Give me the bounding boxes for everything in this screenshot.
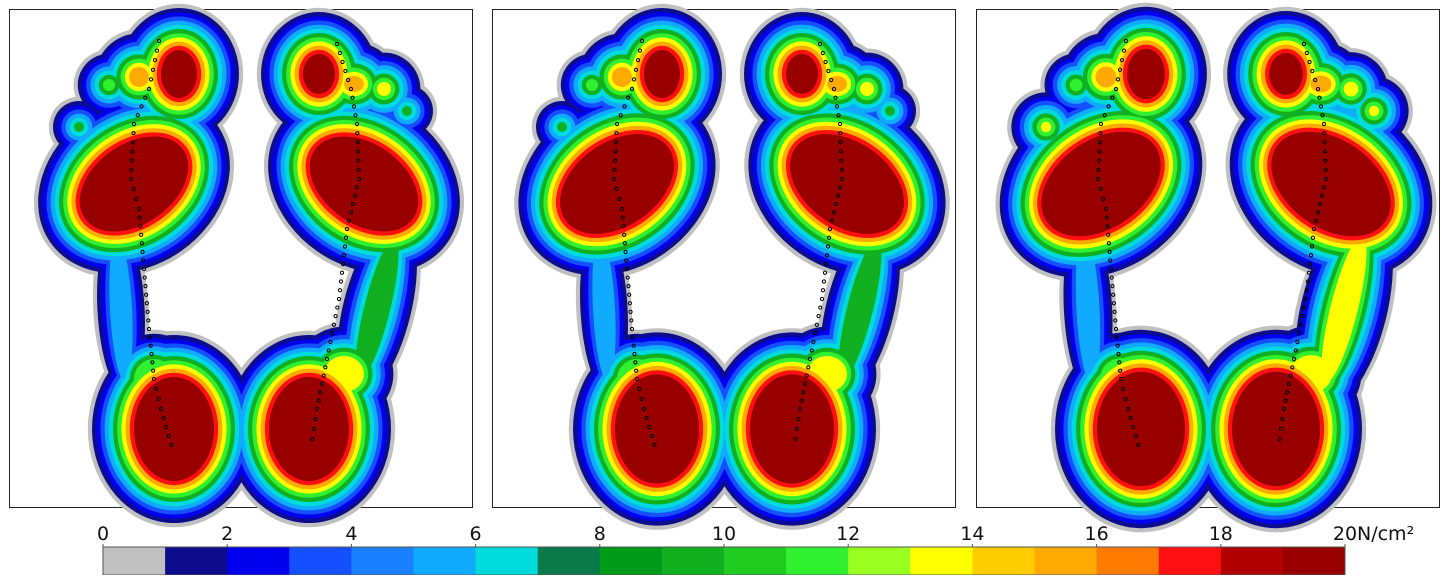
pressure-contour	[1369, 106, 1380, 117]
pressure-contour	[129, 67, 149, 87]
pressure-contour	[1269, 53, 1303, 95]
pressure-contour	[786, 54, 818, 94]
pressure-contour	[644, 50, 680, 98]
colorbar-tick-label: 18	[1209, 523, 1233, 545]
page: N/cm² 02468101214161820 (() => { const d…	[0, 0, 1443, 579]
color-bin	[972, 547, 1035, 575]
color-bin	[786, 547, 849, 575]
pressure-contour	[1232, 372, 1320, 486]
color-bin	[662, 547, 725, 575]
pressure-contour	[586, 79, 598, 91]
colorbar-tick-label: 14	[960, 523, 984, 545]
pressure-contour	[402, 106, 412, 116]
color-bin	[1035, 547, 1098, 575]
pressure-contour	[885, 106, 895, 116]
colorbar-tick-label: 10	[712, 523, 736, 545]
colorbar-unit: N/cm²	[1357, 523, 1414, 545]
pressure-contour	[1097, 372, 1185, 486]
color-bin	[1159, 547, 1222, 575]
pressure-contour	[1070, 79, 1083, 92]
color-bin	[848, 547, 911, 575]
pressure-contour	[161, 50, 197, 98]
pressure-contour	[103, 79, 115, 91]
pressure-contour	[1127, 49, 1165, 99]
pressure-contour	[269, 377, 349, 481]
pressure-panel	[477, 4, 987, 530]
colorbar: N/cm² 0 2 4 6 8 10 12 14 16 18 20	[97, 523, 1414, 575]
pressure-contour	[615, 374, 699, 483]
color-bin	[227, 547, 290, 575]
pressure-panel	[0, 4, 500, 527]
pressure-contour	[1344, 82, 1359, 97]
colorbar-tick-label: 0	[97, 523, 109, 545]
color-bin	[1097, 547, 1160, 575]
pressure-panel	[957, 3, 1443, 533]
color-bin	[414, 547, 477, 575]
color-bin	[476, 547, 539, 575]
colorbar-tick-label: 12	[836, 523, 860, 545]
color-bin	[289, 547, 352, 575]
pressure-contour	[1096, 67, 1117, 88]
pressure-contour	[1311, 76, 1332, 93]
pressure-contour	[612, 67, 632, 87]
color-bin	[103, 547, 166, 575]
color-bin	[724, 547, 787, 575]
colorbar-tick-label: 8	[594, 523, 606, 545]
pressure-contour	[750, 374, 834, 483]
colorbar-tick-label: 20	[1333, 523, 1357, 545]
pressure-contour	[134, 377, 214, 481]
pressure-contour	[303, 54, 335, 94]
color-bin	[351, 547, 414, 575]
pressure-contour	[1041, 122, 1052, 133]
pressure-contour	[860, 82, 874, 96]
color-bin	[600, 547, 663, 575]
colorbar-tick-label: 2	[221, 523, 233, 545]
color-bin	[165, 547, 228, 575]
colorbar-tick-label: 6	[470, 523, 482, 545]
pressure-contour	[377, 82, 391, 96]
color-bin	[910, 547, 973, 575]
panels	[0, 3, 1443, 533]
colorbar-tick-label: 16	[1085, 523, 1109, 545]
color-bin	[1221, 547, 1284, 575]
pressure-contour	[557, 122, 567, 132]
pressure-figure: N/cm² 0 2 4 6 8 10 12 14 16 18 20	[0, 0, 1443, 575]
colorbar-tick-label: 4	[345, 523, 357, 545]
pressure-contour	[74, 122, 84, 132]
color-bin	[538, 547, 601, 575]
color-bin	[1283, 547, 1346, 575]
